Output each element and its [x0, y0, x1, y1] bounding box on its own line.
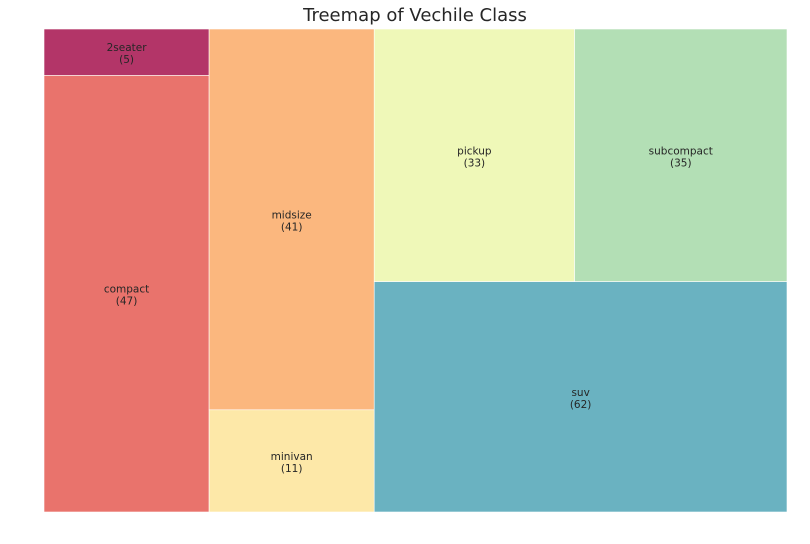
treemap-tile-minivan: minivan(11) — [208, 409, 375, 513]
treemap-label-2seater: 2seater — [107, 42, 148, 54]
treemap-tile-2seater: 2seater(5) — [43, 28, 210, 76]
treemap-value-2seater: (5) — [119, 54, 134, 66]
treemap-tile-suv: suv(62) — [373, 281, 788, 513]
treemap-tile-subcompact: subcompact(35) — [574, 28, 788, 282]
treemap-value-minivan: (11) — [281, 463, 303, 475]
treemap-rect-subcompact — [574, 28, 788, 282]
treemap-value-subcompact: (35) — [670, 157, 692, 169]
treemap-label-compact: compact — [104, 284, 149, 296]
treemap-value-midsize: (41) — [281, 221, 303, 233]
treemap-label-suv: suv — [571, 387, 589, 399]
treemap-label-subcompact: subcompact — [649, 145, 713, 157]
treemap-tile-compact: compact(47) — [43, 75, 210, 513]
treemap-rect-midsize — [208, 28, 375, 411]
treemap-rect-minivan — [208, 409, 375, 513]
treemap-label-midsize: midsize — [272, 209, 312, 221]
treemap-rect-suv — [373, 281, 788, 513]
treemap-value-compact: (47) — [116, 296, 138, 308]
treemap-label-minivan: minivan — [271, 451, 313, 463]
treemap-rect-pickup — [373, 28, 575, 282]
treemap-label-pickup: pickup — [457, 145, 492, 157]
chart-title: Treemap of Vechile Class — [303, 5, 527, 26]
treemap-tile-midsize: midsize(41) — [208, 28, 375, 411]
treemap-value-suv: (62) — [570, 399, 592, 411]
treemap-value-pickup: (33) — [464, 157, 486, 169]
treemap-tile-pickup: pickup(33) — [373, 28, 575, 282]
treemap-rect-compact — [43, 75, 210, 513]
